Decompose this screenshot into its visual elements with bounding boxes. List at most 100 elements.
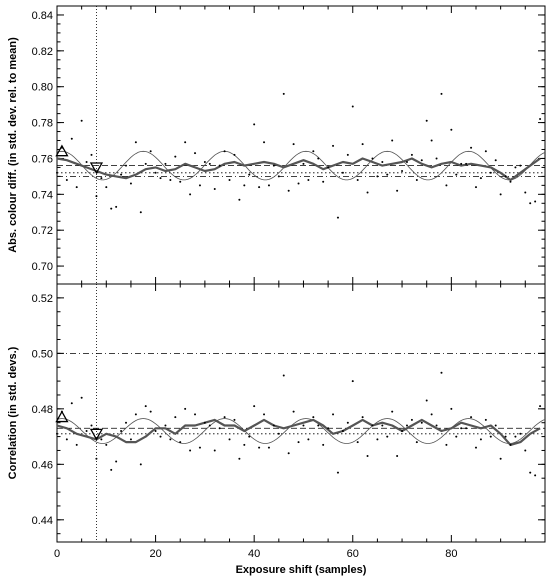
data-point xyxy=(415,441,418,444)
data-point xyxy=(243,443,246,446)
data-point xyxy=(312,150,315,153)
data-point xyxy=(85,161,88,164)
data-point xyxy=(445,184,448,187)
data-point xyxy=(336,471,339,474)
data-point xyxy=(134,413,137,416)
data-point xyxy=(430,139,433,142)
y-tick-label: 0.80 xyxy=(32,82,53,94)
x-tick-label: 80 xyxy=(445,548,457,560)
data-point xyxy=(169,178,172,181)
y-axis-title: Correlation (in std. devs.) xyxy=(7,346,19,479)
data-point xyxy=(144,405,147,408)
smoothed-series-line xyxy=(56,418,541,446)
data-point xyxy=(282,92,285,95)
data-point xyxy=(253,405,256,408)
data-point xyxy=(351,105,354,108)
data-point xyxy=(159,435,162,438)
data-point xyxy=(75,443,78,446)
data-point xyxy=(391,139,394,142)
data-point xyxy=(410,153,413,156)
y-tick-label: 0.46 xyxy=(32,459,53,471)
data-point xyxy=(228,438,231,441)
data-point xyxy=(297,182,300,185)
data-point xyxy=(95,457,98,460)
data-point xyxy=(405,424,408,427)
data-point xyxy=(149,150,152,153)
data-point xyxy=(494,159,497,162)
data-point xyxy=(139,211,142,214)
data-point xyxy=(529,471,532,474)
data-point xyxy=(514,166,517,169)
data-point xyxy=(277,175,280,178)
data-point xyxy=(386,173,389,176)
data-point xyxy=(401,170,404,173)
data-point xyxy=(405,161,408,164)
y-tick-label: 0.82 xyxy=(32,46,53,58)
data-point xyxy=(484,150,487,153)
data-point xyxy=(125,164,128,167)
data-point xyxy=(179,441,182,444)
data-point xyxy=(489,171,492,174)
data-point xyxy=(455,173,458,176)
data-point xyxy=(174,155,177,158)
data-point xyxy=(440,92,443,95)
data-point xyxy=(539,405,542,408)
data-point xyxy=(292,410,295,413)
triangle-up-marker xyxy=(55,410,69,423)
data-point xyxy=(253,123,256,126)
data-point xyxy=(435,157,438,160)
data-point xyxy=(317,424,320,427)
y-tick-label: 0.44 xyxy=(32,515,53,527)
plot-frame xyxy=(56,5,546,285)
data-point xyxy=(272,164,275,167)
data-point xyxy=(401,430,404,433)
data-point xyxy=(322,443,325,446)
data-point xyxy=(341,430,344,433)
data-point xyxy=(263,413,266,416)
bottom-panel: 0.44 0.46 0.48 0.50 0.52 0 20 40 60 80 Correlation… xyxy=(7,283,546,576)
triangle-down-marker xyxy=(89,162,104,175)
y-tick-label: 0.50 xyxy=(32,348,53,360)
data-point xyxy=(465,427,468,430)
data-point xyxy=(277,432,280,435)
data-point xyxy=(203,161,206,164)
triangle-down-marker xyxy=(89,428,104,441)
data-point xyxy=(120,173,123,176)
data-point xyxy=(351,380,354,383)
data-point xyxy=(332,144,335,147)
data-point xyxy=(361,143,364,146)
data-point xyxy=(435,424,438,427)
data-point xyxy=(341,171,344,174)
data-point xyxy=(213,187,216,190)
data-point xyxy=(312,416,315,419)
data-point xyxy=(194,152,197,155)
data-point xyxy=(80,396,83,399)
data-point xyxy=(218,164,221,167)
data-point xyxy=(263,141,266,144)
data-point xyxy=(70,402,73,405)
data-point xyxy=(100,177,103,180)
data-point xyxy=(159,177,162,180)
data-point xyxy=(154,171,157,174)
data-point xyxy=(356,178,359,181)
data-point xyxy=(479,438,482,441)
data-point xyxy=(391,410,394,413)
y-tick-label: 0.70 xyxy=(32,261,53,273)
data-point xyxy=(479,177,482,180)
data-point xyxy=(366,191,369,194)
data-point xyxy=(95,195,98,198)
sine-fit-line xyxy=(56,150,546,181)
data-point xyxy=(65,438,68,441)
y-tick-label: 0.48 xyxy=(32,404,53,416)
y-tick-label: 0.52 xyxy=(32,293,53,305)
data-point xyxy=(100,438,103,441)
data-point xyxy=(203,421,206,424)
data-point xyxy=(450,407,453,410)
data-point xyxy=(233,418,236,421)
data-point xyxy=(65,178,68,181)
data-point xyxy=(346,153,349,156)
data-point xyxy=(440,371,443,374)
data-point xyxy=(425,399,428,402)
data-point xyxy=(524,449,527,452)
data-point xyxy=(371,424,374,427)
